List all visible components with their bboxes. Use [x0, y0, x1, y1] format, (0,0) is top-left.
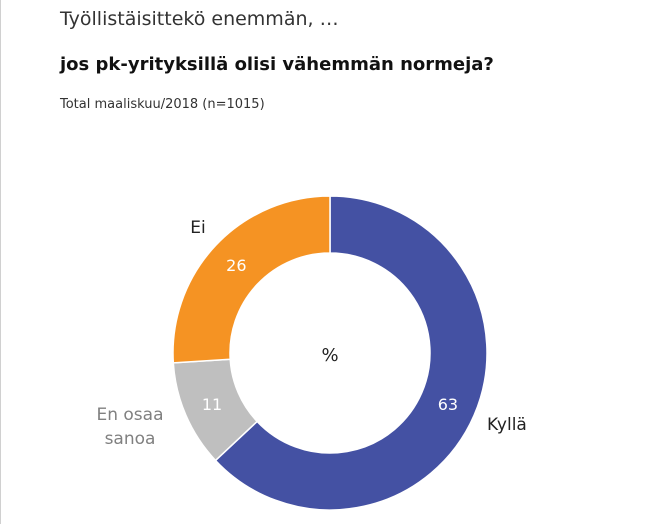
slice-category-label: Ei: [190, 218, 205, 238]
slice-value-label: 11: [202, 395, 222, 414]
slice-category-labels: Kyllä En osaa sanoa Ei: [96, 218, 526, 449]
slice-value-label: 63: [438, 395, 458, 414]
chart-title: Työllistäisittekö enemmän, …: [60, 8, 339, 30]
donut-slice-kyllä: [214, 195, 488, 511]
donut-slice-ei: [172, 195, 331, 364]
center-label: %: [321, 345, 338, 366]
slice-category-label: Kyllä: [487, 415, 527, 435]
slice-value-label: 26: [226, 256, 246, 275]
slice-value-labels: 63 11 26: [202, 256, 458, 414]
left-border: [0, 0, 1, 524]
chart-sample-info: Total maaliskuu/2018 (n=1015): [60, 97, 265, 112]
donut-slices: [172, 195, 488, 511]
slice-category-label: En osaa sanoa: [96, 405, 163, 449]
chart-question: jos pk-yrityksillä olisi vähemmän normej…: [60, 54, 494, 75]
